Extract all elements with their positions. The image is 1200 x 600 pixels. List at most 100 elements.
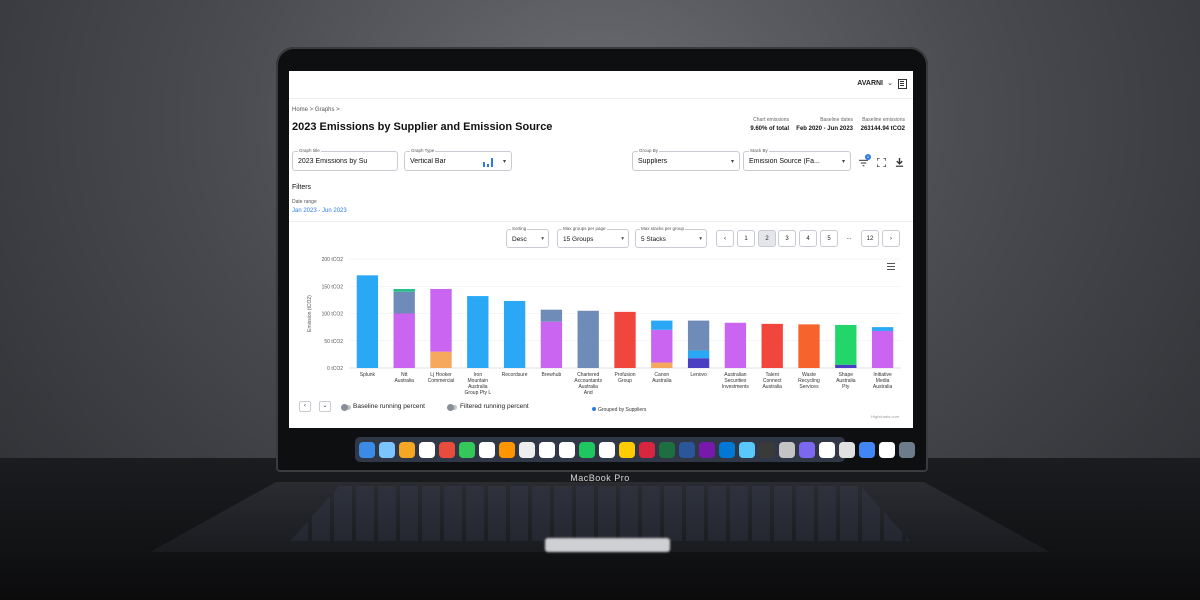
pagination-next-button[interactable]: ›	[882, 230, 900, 247]
x-tick-label: Recycling	[798, 378, 820, 384]
legend-label: Grouped by Suppliers	[598, 407, 647, 413]
account-menu[interactable]: AVARNI	[857, 80, 883, 87]
dock-app-icon[interactable]	[679, 441, 695, 458]
bar-segment	[430, 288, 452, 352]
filter-icon[interactable]	[859, 158, 868, 167]
x-tick-label: Australia	[836, 378, 856, 384]
dock-app-icon[interactable]	[619, 441, 635, 458]
dock-app-icon[interactable]	[859, 441, 875, 458]
bar-segment	[393, 288, 415, 292]
dock-app-icon[interactable]	[699, 441, 715, 458]
pagination-page-2[interactable]: 2	[758, 230, 776, 247]
y-axis-label: Emission (tCO2)	[307, 295, 313, 332]
dock-app-icon[interactable]	[539, 441, 555, 458]
bar-segment	[651, 329, 673, 363]
bar-segment	[798, 324, 820, 368]
emissions-bar-chart: 0 tCO2 50 tCO2 100 tCO2 150 tCO2 200 tCO2 Emi…	[289, 251, 913, 421]
bar-segment	[724, 322, 747, 368]
x-tick-label: Australia	[873, 384, 893, 390]
dock-app-icon[interactable]	[419, 441, 435, 458]
x-tick-label: Australian	[724, 372, 746, 378]
dock-app-icon[interactable]	[479, 441, 495, 458]
max-stacks-select[interactable]: Max stacks per group 5 Stacks ▾	[635, 226, 707, 248]
chart-svg: 0 tCO2 50 tCO2 100 tCO2 150 tCO2 200 tCO2 Emi…	[307, 257, 901, 396]
keyboard-reflection	[290, 486, 910, 541]
graph-type-select[interactable]: Graph Type Vertical Bar ▾	[404, 148, 512, 171]
dock-app-icon[interactable]	[839, 441, 855, 458]
chart-down-button[interactable]: ⌄	[319, 401, 331, 412]
x-tick-label: Pty	[842, 384, 850, 390]
x-tick-label: Group Pty L	[464, 390, 491, 396]
pagination-page-1[interactable]: 1	[737, 230, 755, 247]
filtered-running-toggle[interactable]	[447, 404, 457, 411]
x-tick-label: Lj Hooker	[430, 372, 452, 378]
bar-segment	[614, 311, 636, 368]
chart-prev-button[interactable]: ‹	[299, 401, 311, 412]
chart-menu-icon[interactable]	[887, 263, 895, 270]
y-tick-label: 100 tCO2	[322, 312, 344, 318]
dock-app-icon[interactable]	[779, 441, 795, 458]
dock-app-icon[interactable]	[899, 441, 915, 458]
dock-app-icon[interactable]	[739, 441, 755, 458]
baseline-running-toggle[interactable]	[341, 404, 351, 411]
x-tick-label: Iron	[473, 372, 482, 378]
baseline-running-label: Baseline running percent	[353, 403, 425, 410]
x-tick-label: Lenovo	[690, 372, 707, 378]
app-screen: AVARNI ⌄ Home > Graphs > 2023 Emissions …	[289, 71, 913, 428]
pagination-prev-button[interactable]: ‹	[716, 230, 734, 247]
pagination-ellipsis: ...	[846, 235, 852, 241]
fullscreen-icon[interactable]	[877, 158, 886, 167]
dock-app-icon[interactable]	[639, 441, 655, 458]
chevron-down-icon: ▾	[841, 159, 845, 165]
dock-app-icon[interactable]	[439, 441, 455, 458]
download-icon[interactable]	[895, 158, 904, 167]
dock-app-icon[interactable]	[499, 441, 515, 458]
chart-legend[interactable]: Grouped by Suppliers	[592, 407, 646, 413]
graph-title-input[interactable]: Graph title 2023 Emissions by Su	[292, 148, 398, 171]
date-range-value[interactable]: Jan 2023 - Jun 2023	[292, 208, 347, 214]
stack-by-select[interactable]: Stack By Emission Source (Fa... ▾	[743, 148, 851, 171]
pagination-page-12[interactable]: 12	[861, 230, 879, 247]
dock-app-icon[interactable]	[799, 441, 815, 458]
bar-segment	[835, 324, 857, 365]
x-tick-label: Initiative	[873, 372, 892, 378]
dock-app-icon[interactable]	[659, 441, 675, 458]
dock-app-icon[interactable]	[359, 441, 375, 458]
x-tick-label: Accountants	[574, 378, 602, 384]
bar-segment	[835, 364, 857, 368]
chart-credit[interactable]: Highcharts.com	[871, 414, 899, 419]
dock-app-icon[interactable]	[519, 441, 535, 458]
x-tick-label: Chartered	[577, 372, 599, 378]
dock-app-icon[interactable]	[599, 441, 615, 458]
dock-app-icon[interactable]	[399, 441, 415, 458]
chevron-down-icon: ▾	[502, 159, 506, 165]
x-tick-label: Ntt	[401, 372, 408, 378]
building-icon[interactable]	[898, 79, 907, 89]
bar-segment	[871, 327, 894, 331]
dock-app-icon[interactable]	[719, 441, 735, 458]
x-tick-label: Securities	[724, 378, 746, 384]
x-tick-label: Services	[799, 384, 819, 390]
bar-chart-icon	[483, 158, 493, 167]
group-by-select[interactable]: Group By Suppliers ▾	[632, 148, 740, 171]
x-tick-label: Australia	[652, 378, 672, 384]
chevron-down-icon: ▾	[730, 159, 734, 165]
sorting-select[interactable]: Sorting Desc ▾	[506, 226, 549, 248]
dock-app-icon[interactable]	[459, 441, 475, 458]
dock-app-icon[interactable]	[879, 441, 895, 458]
pagination-page-4[interactable]: 4	[799, 230, 817, 247]
breadcrumb[interactable]: Home > Graphs >	[292, 107, 340, 113]
dock-app-icon[interactable]	[759, 441, 775, 458]
x-tick-label: Shape	[839, 372, 854, 378]
dock-app-icon[interactable]	[819, 441, 835, 458]
dock-app-icon[interactable]	[559, 441, 575, 458]
pagination-page-3[interactable]: 3	[778, 230, 796, 247]
laptop-notch	[545, 538, 670, 552]
max-groups-select[interactable]: Max groups per page 15 Groups ▾	[557, 226, 629, 248]
pagination-page-5[interactable]: 5	[820, 230, 838, 247]
dock-app-icon[interactable]	[379, 441, 395, 458]
x-tick-label: Investments	[722, 384, 749, 390]
x-tick-label: Connect	[763, 378, 782, 384]
chevron-down-icon[interactable]: ⌄	[887, 80, 893, 87]
dock-app-icon[interactable]	[579, 441, 595, 458]
